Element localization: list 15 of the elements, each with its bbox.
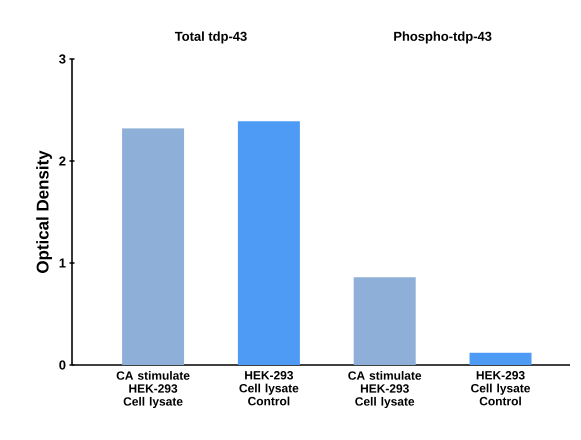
y-axis-title: Optical Density: [36, 150, 52, 273]
bar: [354, 277, 416, 365]
bar: [238, 121, 300, 365]
x-tick-label: HEK-293 Cell lysate Control: [239, 371, 298, 406]
text: Phospho-tdp-43: [394, 31, 492, 44]
bar: [470, 352, 532, 365]
bar: [122, 128, 184, 365]
text: Total tdp-43: [174, 31, 247, 44]
x-tick-label: CA stimulate HEK-293 Cell lysate: [348, 371, 422, 408]
y-tick-label: 1: [60, 258, 66, 268]
y-tick-label: 2: [59, 156, 66, 166]
x-tick-label: CA stimulate HEK-293 Cell lysate: [116, 371, 190, 408]
x-tick-label: HEK-293 Cell lysate Control: [471, 371, 530, 406]
y-tick-label: 3: [59, 54, 66, 64]
y-tick-label: 0: [59, 360, 66, 370]
